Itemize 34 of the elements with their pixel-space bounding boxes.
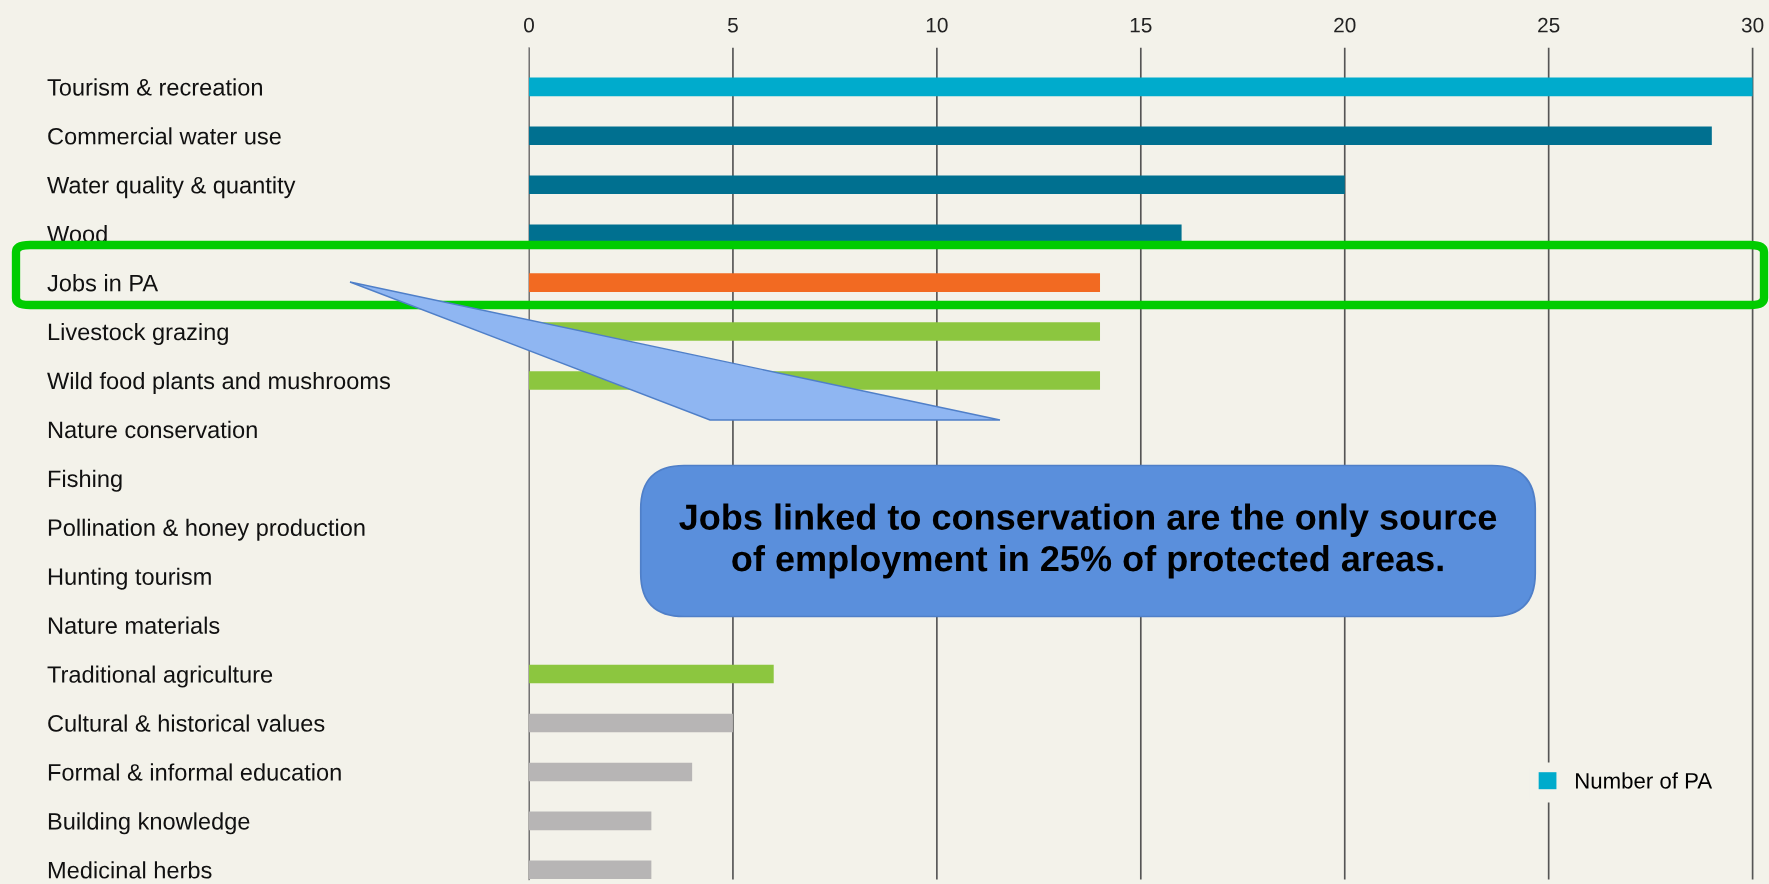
y-tick-label: Nature conservation <box>48 420 257 439</box>
y-tick-label: Fishing <box>48 469 122 492</box>
y-tick-label: Tourism & recreation <box>47 78 262 96</box>
y-tick-label: Hunting tourism <box>48 567 211 590</box>
bar <box>529 762 693 782</box>
y-tick-label: Nature materials <box>48 616 220 634</box>
bar <box>529 77 1753 97</box>
y-tick-label: Traditional agriculture <box>47 665 273 688</box>
annotation: Jobs linked to conservation are the only source of employment in 25% of protected areas. <box>679 503 1497 579</box>
bar <box>529 126 1712 146</box>
y-tick-label: Building knowledge <box>48 812 250 835</box>
bar <box>529 273 1101 292</box>
bar <box>529 811 652 831</box>
x-tick-label: 10 <box>926 17 948 33</box>
y-tick-label: Medicinal herbs <box>48 861 212 879</box>
bar <box>529 664 774 684</box>
y-tick-label: Water quality & quantity <box>47 176 296 199</box>
y-tick-label: Commercial water use <box>48 127 281 145</box>
y-tick-label: Livestock grazing <box>48 322 228 345</box>
bar <box>529 713 733 733</box>
y-tick-label: Jobs in PA <box>47 274 159 292</box>
y-tick-label: Wild food plants and mushrooms <box>47 371 390 394</box>
x-tick-label: 0 <box>524 17 534 33</box>
x-tick-label: 20 <box>1334 17 1356 33</box>
legend-label: Number of PA <box>1576 772 1713 789</box>
x-tick-label: 15 <box>1130 17 1152 33</box>
x-tick-label: 30 <box>1741 17 1764 33</box>
x-tick-label: 25 <box>1538 17 1560 33</box>
bar <box>529 860 652 880</box>
bar <box>529 175 1345 195</box>
y-tick-label: Formal & informal education <box>48 763 341 781</box>
y-tick-label: Pollination & honey production <box>48 518 365 541</box>
y-tick-label: Cultural & historical values <box>48 714 325 732</box>
x-tick-label: 5 <box>727 17 738 33</box>
